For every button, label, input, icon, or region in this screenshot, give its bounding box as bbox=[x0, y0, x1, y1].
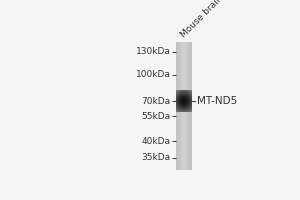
Text: MT-ND5: MT-ND5 bbox=[197, 96, 237, 106]
Text: 35kDa: 35kDa bbox=[142, 153, 171, 162]
Text: 55kDa: 55kDa bbox=[142, 112, 171, 121]
Text: 70kDa: 70kDa bbox=[142, 97, 171, 106]
Text: 40kDa: 40kDa bbox=[142, 137, 171, 146]
Text: Mouse brain: Mouse brain bbox=[179, 0, 224, 39]
Text: 100kDa: 100kDa bbox=[136, 70, 171, 79]
Text: 130kDa: 130kDa bbox=[136, 47, 171, 56]
